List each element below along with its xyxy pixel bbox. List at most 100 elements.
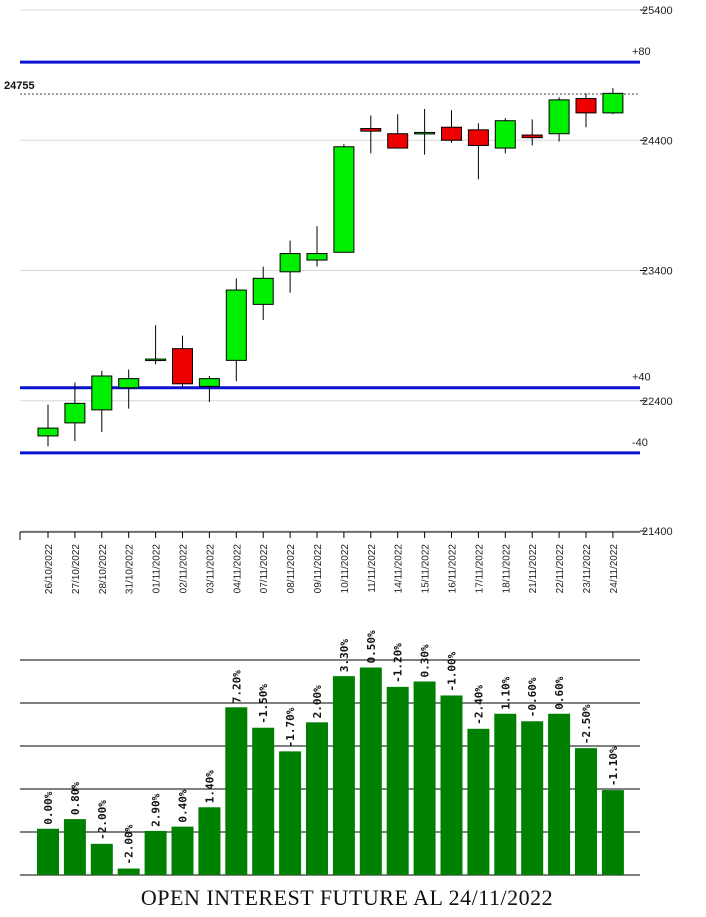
candle-body: [37, 427, 59, 437]
candle-body: [467, 129, 489, 146]
date-label: 10/11/2022: [340, 544, 351, 594]
bar-value-label: 0.00%: [42, 791, 55, 824]
date-axis: 26/10/2022 27/10/2022 28/10/2022 31/10/2022…: [19, 532, 620, 594]
candle: [172, 335, 193, 388]
candle: [333, 144, 355, 253]
date-label: 17/11/2022: [474, 544, 485, 594]
candle-body: [521, 134, 543, 139]
bar-value-label: 0.40%: [177, 789, 190, 822]
bar-value-label: -1.10%: [607, 746, 620, 786]
candle: [602, 88, 624, 115]
open-interest-bar: [494, 713, 517, 875]
candle: [494, 118, 516, 154]
price-axis-ticks: 21400 22400 23400 24400 25400: [640, 5, 673, 538]
date-label: 03/11/2022: [205, 544, 216, 594]
date-label: 24/11/2022: [609, 544, 620, 594]
candle: [118, 369, 140, 409]
bar-value-label: -1.70%: [284, 707, 297, 747]
open-interest-bar: [521, 721, 544, 875]
date-label: 16/11/2022: [448, 544, 459, 594]
level-label: +40: [632, 372, 651, 384]
candle-body: [279, 253, 301, 273]
open-interest-bar: [225, 707, 248, 875]
date-label: 02/11/2022: [179, 544, 190, 594]
open-interest-bar: [198, 807, 221, 875]
open-interest-bar: [171, 826, 194, 875]
open-interest-bar: [548, 713, 571, 875]
bar-value-label: 1.10%: [499, 676, 512, 709]
open-interest-bar: [90, 843, 113, 875]
candle-body: [360, 128, 382, 132]
bar-value-label: -2.40%: [472, 685, 485, 725]
open-interest-bar: [279, 751, 302, 875]
date-label: 09/11/2022: [313, 544, 324, 594]
bar-value-label: 0.60%: [553, 676, 566, 709]
date-label: 04/11/2022: [232, 544, 243, 594]
candle: [37, 404, 59, 447]
price-tick-label: 23400: [642, 266, 673, 278]
date-label: 01/11/2022: [152, 544, 163, 594]
date-label: 22/11/2022: [555, 544, 566, 594]
date-label: 14/11/2022: [394, 544, 405, 594]
bar-value-label: 7.20%: [230, 670, 243, 703]
candle: [252, 266, 274, 320]
candle: [441, 110, 462, 143]
candle: [145, 325, 167, 365]
bar-value-label: 0.50%: [365, 630, 378, 663]
date-label: 08/11/2022: [286, 544, 297, 594]
bar-value-label: -1.50%: [257, 684, 270, 724]
price-gridlines: [20, 9, 640, 532]
bar-value-label: -2.00%: [96, 800, 109, 840]
candle-body: [64, 402, 86, 424]
open-interest-bar: [386, 686, 409, 875]
candle: [91, 370, 113, 433]
level-label: -40: [632, 437, 648, 449]
bar-value-label: 0.30%: [419, 644, 432, 677]
candle-body: [575, 98, 597, 114]
date-label: 27/10/2022: [71, 544, 82, 594]
date-label: 18/11/2022: [501, 544, 512, 594]
candle-body: [225, 289, 247, 361]
candle-body: [252, 277, 274, 305]
bar-value-label: 2.90%: [150, 793, 163, 826]
bar-value-label: -2.50%: [580, 704, 593, 744]
date-label: 28/10/2022: [98, 544, 109, 594]
bar-value-label: 2.00%: [311, 685, 324, 718]
date-label: 07/11/2022: [259, 544, 270, 594]
bar-chart-title: OPEN INTEREST FUTURE AL 24/11/2022: [141, 885, 553, 910]
open-interest-bar: [252, 727, 275, 875]
candle-body: [91, 375, 113, 411]
candle: [225, 278, 247, 382]
open-interest-bar: [575, 748, 597, 875]
bar-value-label: -0.60%: [526, 677, 539, 717]
candle-body: [333, 146, 355, 253]
date-label: 15/11/2022: [421, 544, 432, 594]
candle: [198, 376, 220, 403]
open-interest-bars: 0.00% 0.80% -2.00% -2.00% 2.90% 0.40% 1.40% 7.2…: [37, 630, 624, 875]
candle: [306, 226, 328, 267]
last-price-label: 24755: [4, 80, 35, 92]
candle-body: [494, 120, 516, 149]
candle: [414, 108, 436, 155]
bar-value-label: 1.40%: [203, 770, 216, 803]
bar-gridlines: [20, 659, 640, 876]
candle-body: [441, 126, 462, 141]
candle: [360, 115, 382, 154]
candle-body: [172, 348, 193, 385]
open-interest-bar: [63, 819, 86, 875]
bar-value-label: 0.80%: [69, 782, 82, 815]
candle-body: [414, 131, 436, 135]
candlesticks: [37, 88, 624, 447]
price-tick-label: 24400: [642, 135, 673, 147]
open-interest-bar: [306, 722, 328, 875]
date-label: 11/11/2022: [367, 544, 378, 593]
date-label: 26/10/2022: [44, 544, 55, 594]
candle-body: [198, 378, 220, 387]
price-tick-label: 25400: [642, 5, 673, 17]
candle-body: [145, 358, 167, 362]
candle: [575, 93, 597, 128]
price-tick-label: 22400: [642, 396, 673, 408]
candle: [548, 97, 570, 142]
candle: [467, 123, 489, 180]
